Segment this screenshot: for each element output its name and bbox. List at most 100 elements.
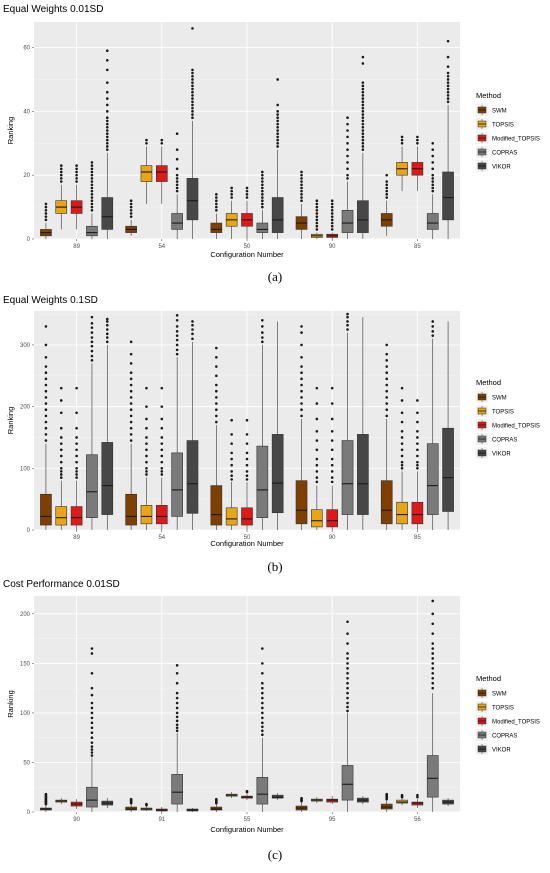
outlier-point [416,454,419,458]
box-swm [295,796,308,812]
y-axis-label: Ranking [6,407,15,435]
box-swm [125,797,137,812]
y-axis-label: Ranking [6,690,15,718]
box-body [171,452,183,517]
box-swm [210,797,223,812]
outlier-point [315,212,319,215]
outlier-point [400,460,404,464]
outlier-point [59,167,63,171]
outlier-point [361,135,365,139]
outlier-point [145,436,148,439]
outlier-point [261,716,264,720]
box-body [101,197,114,230]
outlier-point [346,148,349,151]
outlier-point [90,167,94,171]
outlier-point [431,686,435,690]
outlier-point [261,336,264,339]
outlier-point [276,129,279,132]
box-swm [210,346,223,530]
outlier-point [105,132,109,135]
outlier-point [75,173,78,177]
outlier-point [330,386,334,390]
outlier-point [315,202,319,206]
outlier-point [446,87,450,91]
box-body [311,509,323,528]
box-swm [40,325,52,530]
chart-1: Equal Weights 0.01SD 0 20 40 60 89 54 50 90 85 Con… [3,4,540,284]
box-body [396,501,408,525]
outlier-point [191,110,194,113]
box-topsis [55,386,68,530]
outlier-point [416,429,419,433]
outlier-point [44,325,48,328]
outlier-point [276,122,279,126]
box-vikor [271,78,284,239]
outlier-point [175,701,179,705]
outlier-point [361,103,365,107]
outlier-point [175,711,179,715]
outlier-point [191,97,194,100]
outlier-point [361,129,365,132]
outlier-point [191,27,194,30]
outlier-point [230,463,233,467]
outlier-point [75,386,78,390]
outlier-point [346,681,349,685]
outlier-point [300,383,303,387]
box-body [186,178,199,221]
outlier-point [215,420,218,424]
box-body [40,493,52,526]
outlier-point [330,480,334,484]
box-body [86,225,98,237]
outlier-point [215,202,218,206]
outlier-point [315,386,319,390]
box-body [380,480,393,525]
outlier-point [261,729,264,733]
outlier-point [129,439,133,442]
legend-label: Modified_TOPSIS [492,137,540,143]
outlier-point [300,183,303,187]
outlier-point [346,328,349,331]
box-body [241,507,253,526]
outlier-point [129,377,133,381]
outlier-point [315,402,319,405]
outlier-point [300,173,303,177]
outlier-point [400,420,404,424]
outlier-point [431,325,435,328]
outlier-point [175,723,179,727]
outlier-point [361,81,365,84]
outlier-point [129,402,133,405]
outlier-point [59,476,63,479]
outlier-point [300,396,303,399]
outlier-point [431,189,435,193]
outlier-point [261,173,264,177]
box-body [86,454,98,518]
outlier-point [245,789,249,793]
outlier-point [261,733,264,737]
y-tick-label: 40 [23,109,30,115]
box-copras [86,161,98,239]
outlier-point [44,420,48,424]
x-tick-label: 95 [329,817,336,823]
outlier-point [160,141,164,145]
outlier-point [385,377,389,381]
outlier-point [215,205,218,209]
figure-caption: (a) [268,269,282,284]
outlier-point [300,389,303,393]
outlier-point [431,148,435,151]
outlier-point [261,696,264,700]
box-vikor [442,39,454,239]
outlier-point [276,78,279,81]
outlier-point [75,164,78,167]
box-modified-topsis [155,386,168,530]
outlier-point [215,389,218,393]
outlier-point [230,474,233,478]
outlier-point [300,170,303,174]
outlier-point [44,215,48,218]
outlier-point [416,141,419,145]
outlier-point [90,748,94,751]
box-body [295,480,308,525]
box-body [442,427,454,512]
outlier-point [105,58,109,62]
outlier-point [175,352,179,356]
legend-label: TOPSIS [492,706,514,712]
